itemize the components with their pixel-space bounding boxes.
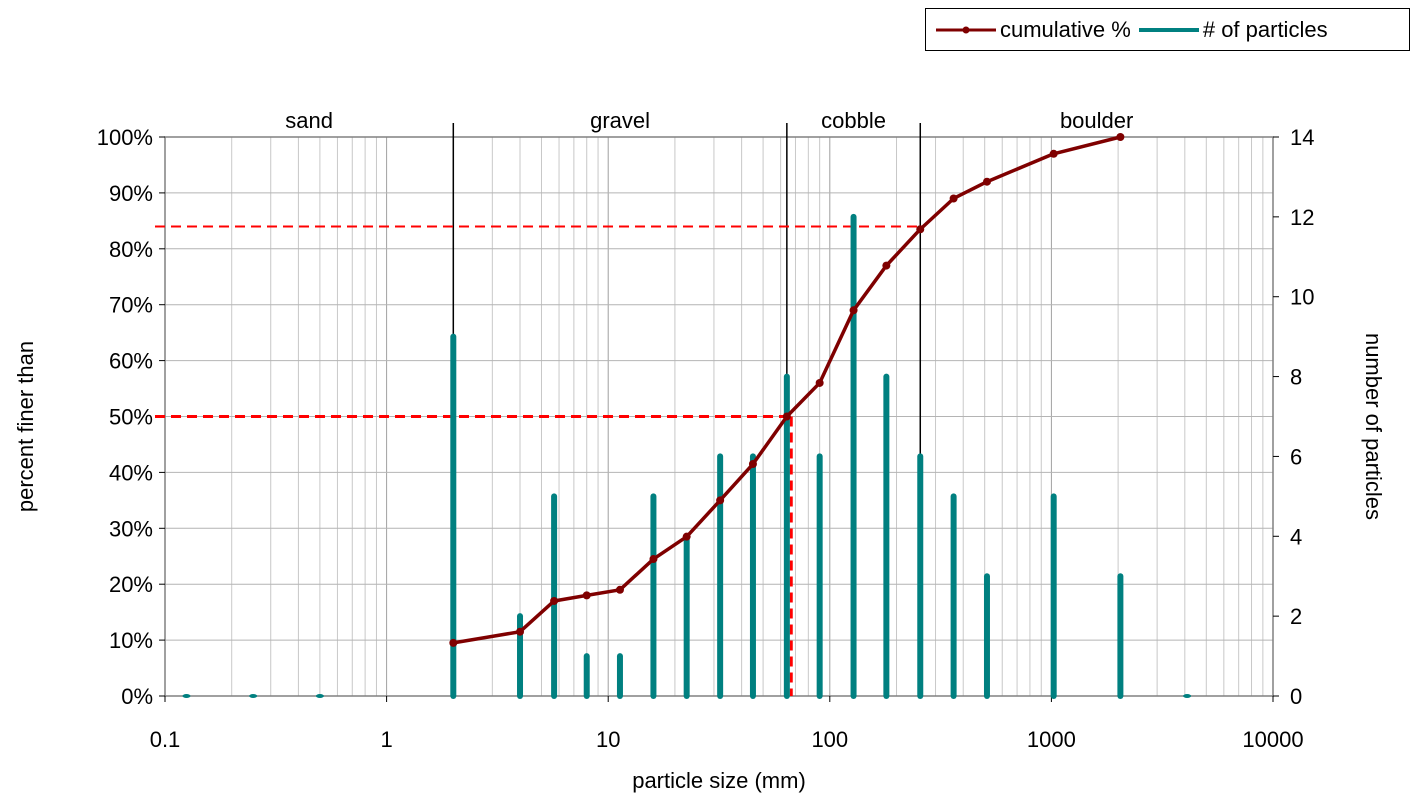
cumulative-point <box>882 261 891 270</box>
cumulative-point <box>682 532 691 541</box>
y-tick-label: 60% <box>109 349 153 374</box>
y-tick-label: 0% <box>121 684 153 709</box>
y-tick-label: 100% <box>97 125 153 150</box>
x-axis-title: particle size (mm) <box>632 768 806 793</box>
particle-count-bar <box>182 694 191 698</box>
particle-count-bar <box>249 694 258 698</box>
cumulative-point <box>449 638 458 647</box>
particle-count-bar <box>315 694 324 698</box>
cumulative-point <box>582 591 591 600</box>
legend-entry-particles: # of particles <box>1137 17 1328 43</box>
size-class-label: sand <box>285 108 333 133</box>
y2-tick-label: 8 <box>1290 365 1302 390</box>
x-tick-label: 10 <box>596 727 620 752</box>
chart-legend: cumulative % # of particles <box>925 8 1410 51</box>
legend-swatch-particles <box>1138 27 1199 32</box>
y-tick-label: 10% <box>109 628 153 653</box>
x-tick-label: 1000 <box>1027 727 1076 752</box>
cumulative-point <box>649 555 658 564</box>
legend-entry-cumulative: cumulative % <box>934 17 1131 43</box>
cumulative-point <box>815 378 824 387</box>
cumulative-point <box>949 194 958 203</box>
y-tick-label: 50% <box>109 405 153 430</box>
y2-tick-label: 4 <box>1290 524 1302 549</box>
cumulative-point <box>982 177 991 186</box>
x-tick-label: 1 <box>380 727 392 752</box>
cumulative-point <box>716 496 725 505</box>
cumulative-point <box>615 585 624 594</box>
cumulative-point <box>516 627 525 636</box>
y-tick-label: 40% <box>109 460 153 485</box>
cumulative-point <box>782 412 791 421</box>
cumulative-point <box>748 460 757 469</box>
y2-tick-label: 12 <box>1290 205 1314 230</box>
y2-tick-label: 0 <box>1290 684 1302 709</box>
y-tick-label: 70% <box>109 293 153 318</box>
size-class-label: cobble <box>821 108 886 133</box>
x-tick-label: 100 <box>811 727 848 752</box>
cumulative-line <box>453 135 1121 645</box>
cumulative-point <box>550 596 559 605</box>
cumulative-point <box>916 225 925 234</box>
cumulative-point <box>1116 133 1125 141</box>
y-tick-label: 20% <box>109 572 153 597</box>
y-axis-title: percent finer than <box>13 341 38 512</box>
legend-label-cumulative: cumulative % <box>1000 16 1131 42</box>
y-tick-label: 90% <box>109 181 153 206</box>
cumulative-point <box>849 306 858 315</box>
size-class-label: gravel <box>590 108 650 133</box>
y2-tick-label: 10 <box>1290 285 1314 310</box>
legend-swatch-cumulative <box>936 26 996 33</box>
x-tick-label: 0.1 <box>150 727 181 752</box>
y2-tick-label: 14 <box>1290 125 1314 150</box>
particle-count-bar <box>1183 694 1192 698</box>
y-tick-label: 30% <box>109 516 153 541</box>
y2-tick-label: 2 <box>1290 604 1302 629</box>
y-tick-label: 80% <box>109 237 153 262</box>
x-tick-label: 10000 <box>1242 727 1303 752</box>
y2-tick-label: 6 <box>1290 444 1302 469</box>
legend-label-particles: # of particles <box>1202 16 1328 42</box>
size-class-label: boulder <box>1060 108 1133 133</box>
cumulative-point <box>1049 149 1058 158</box>
y2-axis-title: number of particles <box>1361 333 1386 520</box>
